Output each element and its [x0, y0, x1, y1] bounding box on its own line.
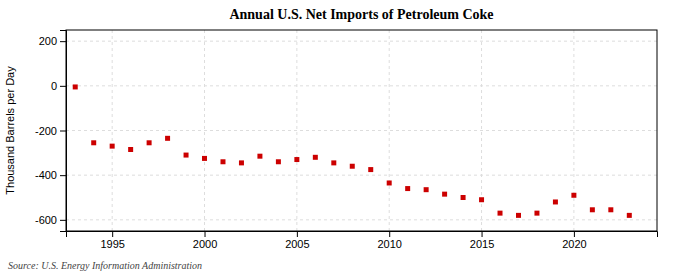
point [571, 193, 576, 198]
tick: 2010 [377, 231, 401, 250]
tick: 2015 [470, 231, 494, 250]
grid-line-y [66, 175, 657, 176]
point [91, 140, 96, 145]
tick-mark [60, 175, 66, 176]
grid-line-x [112, 30, 113, 231]
tick-label: 2020 [562, 238, 586, 250]
point [424, 187, 429, 192]
tick: 0 [51, 80, 66, 92]
tick-mark [60, 41, 66, 42]
tick-label: -200 [35, 125, 57, 137]
title: Annual U.S. Net Imports of Petroleum Cok… [229, 7, 493, 22]
point [442, 192, 447, 197]
point [461, 195, 466, 200]
tick-label: 2000 [193, 238, 217, 250]
tick-label: -600 [35, 214, 57, 226]
point [516, 213, 521, 218]
point [276, 159, 281, 164]
point [147, 140, 152, 145]
tick: 2020 [562, 231, 586, 250]
plot-frame [66, 30, 657, 231]
point [608, 207, 613, 212]
point [220, 159, 225, 164]
point [294, 157, 299, 162]
point [553, 199, 558, 204]
tick: -400 [35, 169, 66, 181]
point [184, 153, 189, 158]
point [110, 144, 115, 149]
points [73, 84, 632, 217]
point [368, 167, 373, 172]
y-axis-label: Thousand Barrels per Day [4, 66, 16, 195]
axis-line [60, 31, 67, 232]
chart-svg: 1995 2000 2005 2010 2015 2020 -600 -400 -200 0 200… [0, 0, 675, 275]
plot-area: 1995 2000 2005 2010 2015 2020 -600 -400 -200 0 200 [35, 30, 658, 250]
point [239, 160, 244, 165]
point [331, 160, 336, 165]
point [387, 180, 392, 185]
grid-line-y [66, 85, 657, 86]
tick-mark [60, 131, 66, 132]
grid-line-y [66, 41, 657, 42]
source-note: Source: U.S. Energy Information Administ… [8, 260, 202, 271]
point [405, 186, 410, 191]
tick-mark [482, 231, 483, 237]
point [479, 197, 484, 202]
point [73, 84, 78, 89]
grid-line-x [389, 30, 390, 231]
tick: -200 [35, 125, 66, 137]
grid [66, 30, 657, 231]
point [313, 155, 318, 160]
point [165, 136, 170, 141]
grid-line-y [66, 219, 657, 220]
tick-label: 2015 [470, 238, 494, 250]
tick: 2000 [193, 231, 217, 250]
tick-mark [389, 231, 390, 237]
tick-mark [60, 86, 66, 87]
point [627, 213, 632, 218]
point [128, 147, 133, 152]
x-axis: 1995 2000 2005 2010 2015 2020 [67, 231, 658, 250]
tick-mark [574, 231, 575, 237]
tick-label: 200 [39, 35, 57, 47]
tick-label: 0 [51, 80, 57, 92]
point [202, 156, 207, 161]
axis-line [67, 232, 658, 238]
tick: 2005 [285, 231, 309, 250]
y-axis: -600 -400 -200 0 200 [35, 31, 67, 232]
point [534, 211, 539, 216]
tick-mark [297, 231, 298, 237]
tick-label: 2005 [285, 238, 309, 250]
tick-label: 1995 [100, 238, 124, 250]
point [590, 207, 595, 212]
tick: -600 [35, 214, 66, 226]
tick: 1995 [100, 231, 124, 250]
tick-label: 2010 [377, 238, 401, 250]
grid-line-x [573, 30, 574, 231]
chart-container: 1995 2000 2005 2010 2015 2020 -600 -400 -200 0 200… [0, 0, 675, 275]
point [350, 164, 355, 169]
grid-line-y [66, 130, 657, 131]
point [498, 211, 503, 216]
tick-label: -400 [35, 169, 57, 181]
tick-mark [60, 220, 66, 221]
tick: 200 [39, 35, 66, 47]
tick-mark [205, 231, 206, 237]
point [257, 154, 262, 159]
tick-mark [112, 231, 113, 237]
